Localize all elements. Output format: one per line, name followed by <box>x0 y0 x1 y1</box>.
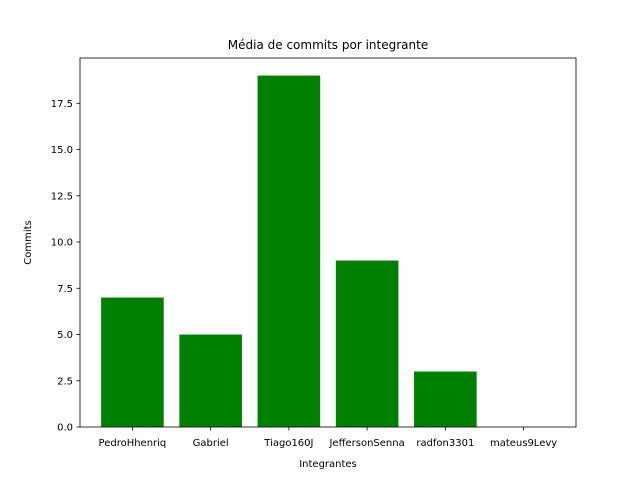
x-tick-label: Tiago160J <box>263 438 313 449</box>
x-tick-label: JeffersonSenna <box>328 438 404 449</box>
chart-title: Média de commits por integrante <box>228 38 428 52</box>
x-tick-label: radfon3301 <box>416 438 474 449</box>
x-tick-label: mateus9Levy <box>490 438 557 449</box>
y-tick-label: 12.5 <box>51 191 73 202</box>
bar-Gabriel <box>179 334 242 427</box>
y-tick-label: 15.0 <box>51 145 73 156</box>
y-axis: 0.0 2.5 5.0 7.5 10.0 12.5 15.0 17.5 <box>51 99 80 434</box>
bar-PedroHhenriq <box>101 297 164 427</box>
plot-frame <box>79 57 577 428</box>
x-tick-label: Gabriel <box>193 438 229 449</box>
x-axis: PedroHhenriq Gabriel Tiago160J JeffersonSen… <box>99 427 557 449</box>
bar-Tiago160J <box>257 75 321 428</box>
bar-radfon3301 <box>414 371 477 427</box>
bars-layer <box>101 75 477 428</box>
y-tick-label: 0.0 <box>57 423 73 434</box>
bar-JeffersonSenna <box>335 260 399 427</box>
y-tick-label: 2.5 <box>57 376 73 387</box>
x-axis-label: Integrantes <box>299 459 357 470</box>
y-tick-label: 5.0 <box>57 330 73 341</box>
y-tick-label: 10.0 <box>51 238 73 249</box>
y-tick-label: 17.5 <box>51 99 73 110</box>
x-tick-label: PedroHhenriq <box>99 438 167 449</box>
y-axis-label: Commits <box>23 220 34 265</box>
y-tick-label: 7.5 <box>57 284 73 295</box>
